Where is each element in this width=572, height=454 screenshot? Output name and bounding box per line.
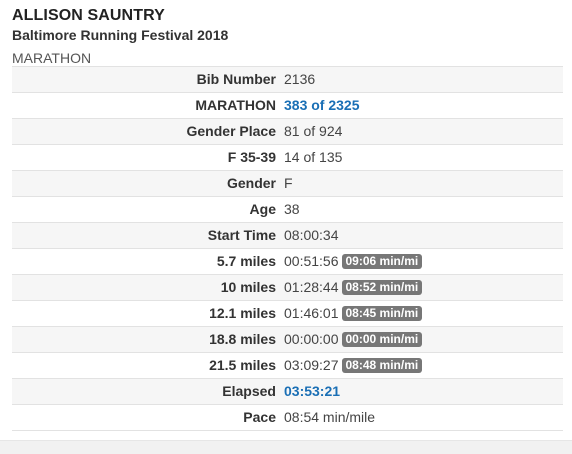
split-time: 00:51:56 xyxy=(284,253,339,269)
row-split-12-1-miles: 12.1 miles 01:46:01 08:45 min/mi xyxy=(12,300,563,327)
row-label: 12.1 miles xyxy=(12,300,284,327)
row-split-10-miles: 10 miles 01:28:44 08:52 min/mi xyxy=(12,274,563,301)
gender-place-value: 81 of 924 xyxy=(284,118,563,145)
row-split-5-7-miles: 5.7 miles 00:51:56 09:06 min/mi xyxy=(12,248,563,275)
row-elapsed: Elapsed 03:53:21 xyxy=(12,378,563,405)
gender-value: F xyxy=(284,170,563,197)
split-pace-badge: 08:45 min/mi xyxy=(341,306,423,321)
row-gender: Gender F xyxy=(12,170,563,197)
split-time: 03:09:27 xyxy=(284,357,339,373)
split-time: 00:00:00 xyxy=(284,331,339,347)
start-time-value: 08:00:34 xyxy=(284,222,563,249)
row-label: Gender xyxy=(12,170,284,197)
row-bib-number: Bib Number 2136 xyxy=(12,66,563,93)
row-label: Start Time xyxy=(12,222,284,249)
footer-divider xyxy=(0,440,572,454)
row-label: Bib Number xyxy=(12,66,284,93)
race-name: MARATHON xyxy=(12,50,92,66)
row-label: Pace xyxy=(12,404,284,431)
row-start-time: Start Time 08:00:34 xyxy=(12,222,563,249)
result-header: ALLISON SAUNTRY Baltimore Running Festiv… xyxy=(0,0,572,67)
row-label: 10 miles xyxy=(12,274,284,301)
pace-value: 08:54 min/mile xyxy=(284,404,563,431)
split-time: 01:28:44 xyxy=(284,279,339,295)
row-split-18-8-miles: 18.8 miles 00:00:00 00:00 min/mi xyxy=(12,326,563,353)
event-name: Baltimore Running Festival 2018 xyxy=(12,27,229,43)
division-place-value: 14 of 135 xyxy=(284,144,563,171)
overall-place-link[interactable]: 383 of 2325 xyxy=(284,97,360,113)
row-label: 18.8 miles xyxy=(12,326,284,353)
row-pace: Pace 08:54 min/mile xyxy=(12,404,563,431)
row-overall-place: MARATHON 383 of 2325 xyxy=(12,92,563,119)
split-time: 01:46:01 xyxy=(284,305,339,321)
results-table: Bib Number 2136 MARATHON 383 of 2325 Gen… xyxy=(12,66,563,431)
split-pace-badge: 08:48 min/mi xyxy=(341,358,423,373)
row-gender-place: Gender Place 81 of 924 xyxy=(12,118,563,145)
athlete-name: ALLISON SAUNTRY xyxy=(12,7,165,24)
row-division-place: F 35-39 14 of 135 xyxy=(12,144,563,171)
split-pace-badge: 08:52 min/mi xyxy=(341,280,423,295)
row-label: Gender Place xyxy=(12,118,284,145)
row-label: 21.5 miles xyxy=(12,352,284,379)
row-age: Age 38 xyxy=(12,196,563,223)
bib-number-value: 2136 xyxy=(284,66,563,93)
row-label: Age xyxy=(12,196,284,223)
row-label: 5.7 miles xyxy=(12,248,284,275)
row-label: MARATHON xyxy=(12,92,284,119)
elapsed-time-link[interactable]: 03:53:21 xyxy=(284,383,341,399)
row-label: Elapsed xyxy=(12,378,284,405)
split-pace-badge: 09:06 min/mi xyxy=(341,254,423,269)
split-pace-badge: 00:00 min/mi xyxy=(341,332,423,347)
row-label: F 35-39 xyxy=(12,144,284,171)
row-split-21-5-miles: 21.5 miles 03:09:27 08:48 min/mi xyxy=(12,352,563,379)
age-value: 38 xyxy=(284,196,563,223)
